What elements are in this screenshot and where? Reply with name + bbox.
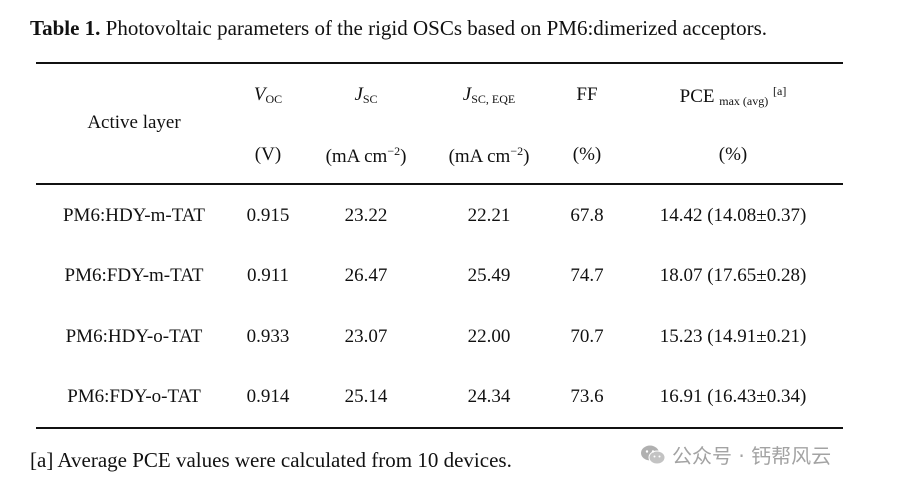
cell-voc: 0.914 <box>246 386 290 407</box>
header-rule <box>36 183 843 185</box>
header-jsc-eqe: JSC, EQE <box>462 84 516 106</box>
cell-pce: 16.91 (16.43±0.34) <box>659 386 807 407</box>
header-pce: PCE max (avg) [a] <box>679 84 787 108</box>
header-ff: FF <box>576 84 598 105</box>
cell-jsc: 26.47 <box>344 265 388 286</box>
cell-active-layer: PM6:FDY-o-TAT <box>67 386 201 407</box>
watermark: 公众号 · 钙帮风云 <box>640 440 831 469</box>
header-voc: VOC <box>253 84 283 106</box>
cell-jsc-eqe: 22.21 <box>467 205 511 226</box>
cell-voc: 0.933 <box>246 326 290 347</box>
table-caption: Table 1. Photovoltaic parameters of the … <box>30 16 767 41</box>
header-active-layer: Active layer <box>87 112 181 133</box>
header-jsc-eqe-unit: (mA cm−2) <box>448 144 530 167</box>
cell-active-layer: PM6:FDY-m-TAT <box>64 265 204 286</box>
table-label: Table 1. <box>30 16 101 40</box>
cell-jsc: 25.14 <box>344 386 388 407</box>
header-ff-unit: (%) <box>572 144 602 165</box>
watermark-text: 公众号 · 钙帮风云 <box>672 444 832 468</box>
cell-jsc: 23.22 <box>344 205 388 226</box>
cell-voc: 0.911 <box>246 265 290 286</box>
cell-voc: 0.915 <box>246 205 290 226</box>
cell-pce: 15.23 (14.91±0.21) <box>659 326 807 347</box>
cell-ff: 73.6 <box>570 386 604 407</box>
cell-pce: 14.42 (14.08±0.37) <box>659 205 807 226</box>
top-rule <box>36 62 843 64</box>
header-jsc-unit: (mA cm−2) <box>325 144 407 167</box>
bottom-rule <box>36 427 843 429</box>
cell-pce: 18.07 (17.65±0.28) <box>659 265 807 286</box>
cell-ff: 74.7 <box>570 265 604 286</box>
cell-active-layer: PM6:HDY-m-TAT <box>62 205 206 226</box>
cell-jsc-eqe: 25.49 <box>467 265 511 286</box>
header-pce-unit: (%) <box>718 144 748 165</box>
caption-text: Photovoltaic parameters of the rigid OSC… <box>100 16 768 40</box>
cell-jsc-eqe: 24.34 <box>467 386 511 407</box>
cell-jsc-eqe: 22.00 <box>467 326 511 347</box>
cell-active-layer: PM6:HDY-o-TAT <box>65 326 203 347</box>
cell-jsc: 23.07 <box>344 326 388 347</box>
cell-ff: 67.8 <box>570 205 604 226</box>
cell-ff: 70.7 <box>570 326 604 347</box>
table-footnote: [a] Average PCE values were calculated f… <box>30 448 512 472</box>
wechat-icon <box>640 444 666 466</box>
header-voc-unit: (V) <box>254 144 282 165</box>
header-jsc: JSC <box>354 84 378 106</box>
